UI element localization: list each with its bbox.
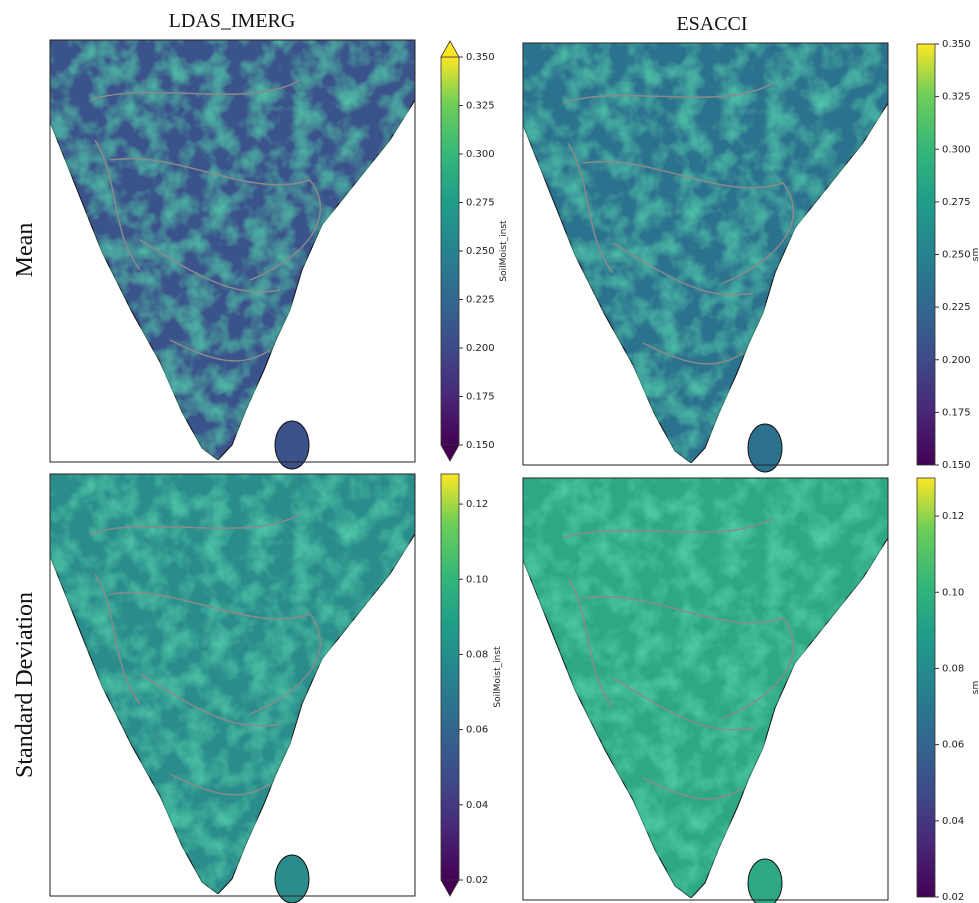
colorbar-label: SoilMoist_inst — [499, 220, 509, 282]
colorbar-tick-label: 0.02 — [466, 875, 488, 886]
sri-lanka — [747, 858, 783, 903]
colorbar-tick-label: 0.200 — [466, 343, 495, 354]
colorbar-extend — [440, 444, 460, 462]
colorbar-tick-label: 0.10 — [942, 587, 964, 598]
land — [49, 39, 416, 461]
map-frame — [49, 473, 416, 897]
colorbar-tick-label: 0.350 — [466, 52, 495, 63]
row-label: Mean — [12, 223, 38, 278]
colorbar-tick-label: 0.225 — [466, 295, 495, 306]
basin-boundary — [562, 517, 795, 800]
colorbar-tick-label: 0.225 — [942, 302, 971, 313]
map-panel — [522, 477, 889, 903]
map-frame — [49, 39, 416, 463]
land — [49, 473, 416, 895]
map-panel — [49, 39, 416, 470]
sri-lanka — [274, 854, 310, 903]
colorbar-tick-label: 0.02 — [942, 892, 964, 903]
colorbar-tick-label: 0.275 — [466, 198, 495, 209]
colorbar-tick-label: 0.275 — [942, 197, 971, 208]
colorbar-tick-label: 0.150 — [942, 460, 971, 471]
colorbar — [916, 43, 936, 466]
land — [522, 477, 889, 899]
colorbar-tick-label: 0.04 — [466, 800, 488, 811]
colorbar-extend — [440, 879, 460, 897]
colorbar-label: sm — [971, 248, 979, 261]
colorbar-tick-label: 0.325 — [942, 92, 971, 103]
row-label: Standard Deviation — [12, 592, 38, 778]
sri-lanka — [747, 423, 783, 473]
basin-boundary — [89, 79, 322, 362]
colorbar-tick-label: 0.200 — [942, 355, 971, 366]
colorbar — [440, 56, 460, 446]
colorbar-extend — [440, 40, 460, 58]
colorbar-tick-label: 0.300 — [466, 149, 495, 160]
map-panel — [49, 473, 416, 903]
column-title: ESACCI — [676, 13, 747, 35]
colorbar-tick-label: 0.325 — [466, 101, 495, 112]
map-frame — [522, 477, 889, 901]
basin-boundary — [89, 513, 322, 796]
map-frame — [522, 42, 889, 466]
colorbar-tick-label: 0.12 — [942, 511, 964, 522]
colorbar-tick-label: 0.175 — [942, 407, 971, 418]
land — [522, 42, 889, 464]
colorbar — [440, 473, 460, 881]
colorbar — [916, 477, 936, 898]
colorbar-tick-label: 0.06 — [942, 740, 964, 751]
colorbar-tick-label: 0.300 — [942, 144, 971, 155]
basin-boundary — [562, 82, 795, 365]
sri-lanka — [274, 420, 310, 470]
colorbar-tick-label: 0.04 — [942, 816, 964, 827]
colorbar-tick-label: 0.250 — [942, 250, 971, 261]
colorbar-tick-label: 0.175 — [466, 392, 495, 403]
colorbar-tick-label: 0.08 — [466, 649, 488, 660]
column-title: LDAS_IMERG — [169, 10, 296, 32]
colorbar-label: sm — [971, 681, 979, 694]
colorbar-tick-label: 0.150 — [466, 440, 495, 451]
colorbar-tick-label: 0.08 — [942, 663, 964, 674]
colorbar-tick-label: 0.350 — [942, 39, 971, 50]
colorbar-tick-label: 0.06 — [466, 725, 488, 736]
map-panel — [522, 42, 889, 473]
colorbar-tick-label: 0.250 — [466, 246, 495, 257]
colorbar-tick-label: 0.12 — [466, 499, 488, 510]
colorbar-label: SoilMoist_inst — [493, 646, 503, 708]
colorbar-tick-label: 0.10 — [466, 574, 488, 585]
